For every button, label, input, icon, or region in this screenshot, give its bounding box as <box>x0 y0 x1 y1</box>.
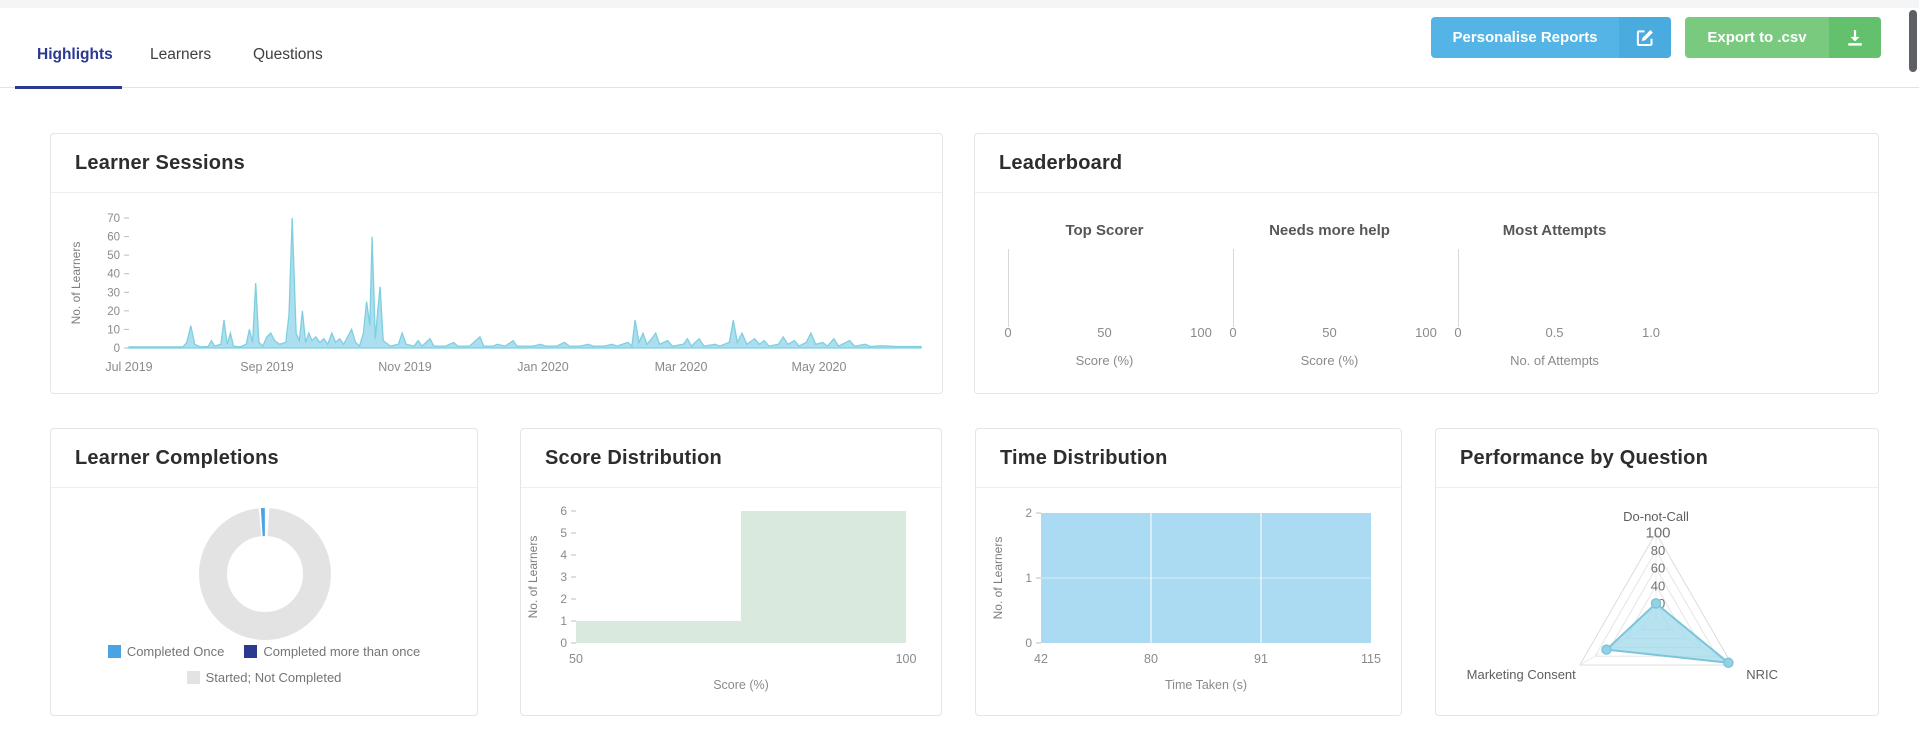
gauge-axis-label: No. of Attempts <box>1510 353 1599 368</box>
tab-bar: Highlights Learners Questions <box>0 36 1919 89</box>
score-distribution-chart: 0 1 2 3 4 5 6 50 100 No. of Learners Score (%) <box>521 487 943 717</box>
learner-sessions-card: Learner Sessions 0 10 20 30 40 50 60 70 No. of L… <box>50 133 943 394</box>
svg-text:0: 0 <box>1025 636 1032 650</box>
tab-questions[interactable]: Questions <box>253 46 323 63</box>
svg-text:2: 2 <box>560 592 567 606</box>
svg-text:No. of Learners: No. of Learners <box>69 242 83 325</box>
vertical-scrollbar-thumb[interactable] <box>1909 10 1917 72</box>
time-distribution-card: Time Distribution 42 80 91 115 0 1 2 No. of Lea… <box>975 428 1402 716</box>
performance-by-question-card: Performance by Question 10080604020Do-no… <box>1435 428 1879 716</box>
svg-text:42: 42 <box>1034 652 1048 666</box>
svg-text:Nov 2019: Nov 2019 <box>378 360 432 374</box>
svg-text:5: 5 <box>560 526 567 540</box>
window-top-edge <box>0 0 1919 8</box>
tab-highlights[interactable]: Highlights <box>37 46 113 63</box>
gauge-2: Most Attempts 0 0.5 1.0 No. of Attempts <box>1454 192 1683 393</box>
svg-text:0: 0 <box>560 636 567 650</box>
edit-pencil-icon <box>1619 17 1671 58</box>
svg-text:No. of Learners: No. of Learners <box>526 536 540 619</box>
svg-text:60: 60 <box>107 232 120 244</box>
svg-text:10: 10 <box>107 324 120 336</box>
export-csv-label: Export to .csv <box>1707 29 1807 46</box>
svg-text:60: 60 <box>1651 561 1665 576</box>
export-csv-button[interactable]: Export to .csv <box>1685 17 1881 58</box>
svg-text:40: 40 <box>107 269 120 281</box>
svg-text:50: 50 <box>107 250 120 262</box>
personalise-reports-button[interactable]: Personalise Reports <box>1431 17 1671 58</box>
svg-text:1: 1 <box>1025 571 1032 585</box>
tab-learners[interactable]: Learners <box>150 46 212 63</box>
gauge-title: Top Scorer <box>1065 222 1144 239</box>
legend-item: Started; Not Completed <box>186 670 341 685</box>
gauge-plot <box>1008 245 1201 327</box>
download-icon <box>1829 17 1881 58</box>
gauge-0: Top Scorer 0 50 100 Score (%) <box>1004 192 1233 393</box>
legend-item: Completed more than once <box>244 644 420 659</box>
svg-text:20: 20 <box>107 306 120 318</box>
legend-swatch <box>244 645 258 658</box>
svg-text:91: 91 <box>1254 652 1268 666</box>
gauge-ticks: 0 0.5 1.0 <box>1454 325 1661 340</box>
legend-swatch <box>186 671 200 684</box>
score-distribution-card: Score Distribution 0 1 2 3 4 5 6 50 100 No. of Le… <box>520 428 942 716</box>
performance-by-question-title: Performance by Question <box>1436 429 1878 488</box>
svg-text:Score (%): Score (%) <box>713 678 769 692</box>
svg-text:100: 100 <box>1645 525 1670 542</box>
svg-text:Time Taken (s): Time Taken (s) <box>1165 678 1247 692</box>
svg-text:May 2020: May 2020 <box>792 360 847 374</box>
gauge-axis-label: Score (%) <box>1075 353 1134 368</box>
svg-text:4: 4 <box>560 548 567 562</box>
active-tab-underline <box>15 85 122 89</box>
svg-text:Do-not-Call: Do-not-Call <box>1623 509 1689 524</box>
gauge-axis-line <box>1458 249 1459 327</box>
legend-swatch <box>107 645 121 658</box>
svg-text:3: 3 <box>560 570 567 584</box>
svg-text:50: 50 <box>569 652 583 666</box>
learner-sessions-title: Learner Sessions <box>51 134 942 193</box>
svg-text:0: 0 <box>114 343 120 355</box>
gauge-title: Most Attempts <box>1502 222 1607 239</box>
gauge-axis-label: Score (%) <box>1300 353 1359 368</box>
gauge-plot <box>1458 245 1651 327</box>
svg-text:No. of Learners: No. of Learners <box>991 537 1005 620</box>
leaderboard-gauges: Top Scorer 0 50 100 Score (%) Needs more help… <box>1004 192 1878 393</box>
svg-text:Sep 2019: Sep 2019 <box>240 360 294 374</box>
donut-legend-row2: Started; Not Completed <box>51 670 477 685</box>
gauge-title: Needs more help <box>1269 222 1390 239</box>
learner-completions-title: Learner Completions <box>51 429 477 488</box>
learner-sessions-chart: 0 10 20 30 40 50 60 70 No. of Learners Jul 2019 Se… <box>66 201 936 386</box>
svg-text:30: 30 <box>107 287 120 299</box>
svg-text:Jul 2019: Jul 2019 <box>105 360 152 374</box>
svg-text:115: 115 <box>1361 652 1381 666</box>
svg-text:40: 40 <box>1651 578 1665 593</box>
svg-text:6: 6 <box>560 504 567 518</box>
gauge-ticks: 0 50 100 <box>1004 325 1212 340</box>
svg-text:1: 1 <box>560 614 567 628</box>
gauge-axis-line <box>1233 249 1234 327</box>
donut-legend-row1: Completed Once Completed more than once <box>51 644 477 659</box>
gauge-plot <box>1233 245 1426 327</box>
svg-text:2: 2 <box>1025 506 1032 520</box>
time-distribution-chart: 42 80 91 115 0 1 2 No. of Learners Time Taken (s… <box>976 487 1403 717</box>
gauge-ticks: 0 50 100 <box>1229 325 1437 340</box>
svg-text:Marketing Consent: Marketing Consent <box>1467 667 1576 682</box>
gauge-axis-line <box>1008 249 1009 327</box>
svg-text:70: 70 <box>107 213 120 225</box>
svg-text:100: 100 <box>896 652 917 666</box>
svg-text:Jan 2020: Jan 2020 <box>517 360 568 374</box>
leaderboard-title: Leaderboard <box>975 134 1878 193</box>
learner-completions-card: Learner Completions Completed Once Comple… <box>50 428 478 716</box>
personalise-reports-label: Personalise Reports <box>1452 29 1598 46</box>
svg-text:NRIC: NRIC <box>1746 667 1778 682</box>
score-distribution-title: Score Distribution <box>521 429 941 488</box>
learner-completions-donut <box>51 487 479 647</box>
time-distribution-title: Time Distribution <box>976 429 1401 488</box>
leaderboard-card: Leaderboard Top Scorer 0 50 100 Score (%) Nee… <box>974 133 1879 394</box>
svg-text:80: 80 <box>1651 543 1665 558</box>
svg-text:Mar 2020: Mar 2020 <box>655 360 708 374</box>
svg-text:80: 80 <box>1144 652 1158 666</box>
gauge-1: Needs more help 0 50 100 Score (%) <box>1229 192 1458 393</box>
legend-item: Completed Once <box>107 644 224 659</box>
